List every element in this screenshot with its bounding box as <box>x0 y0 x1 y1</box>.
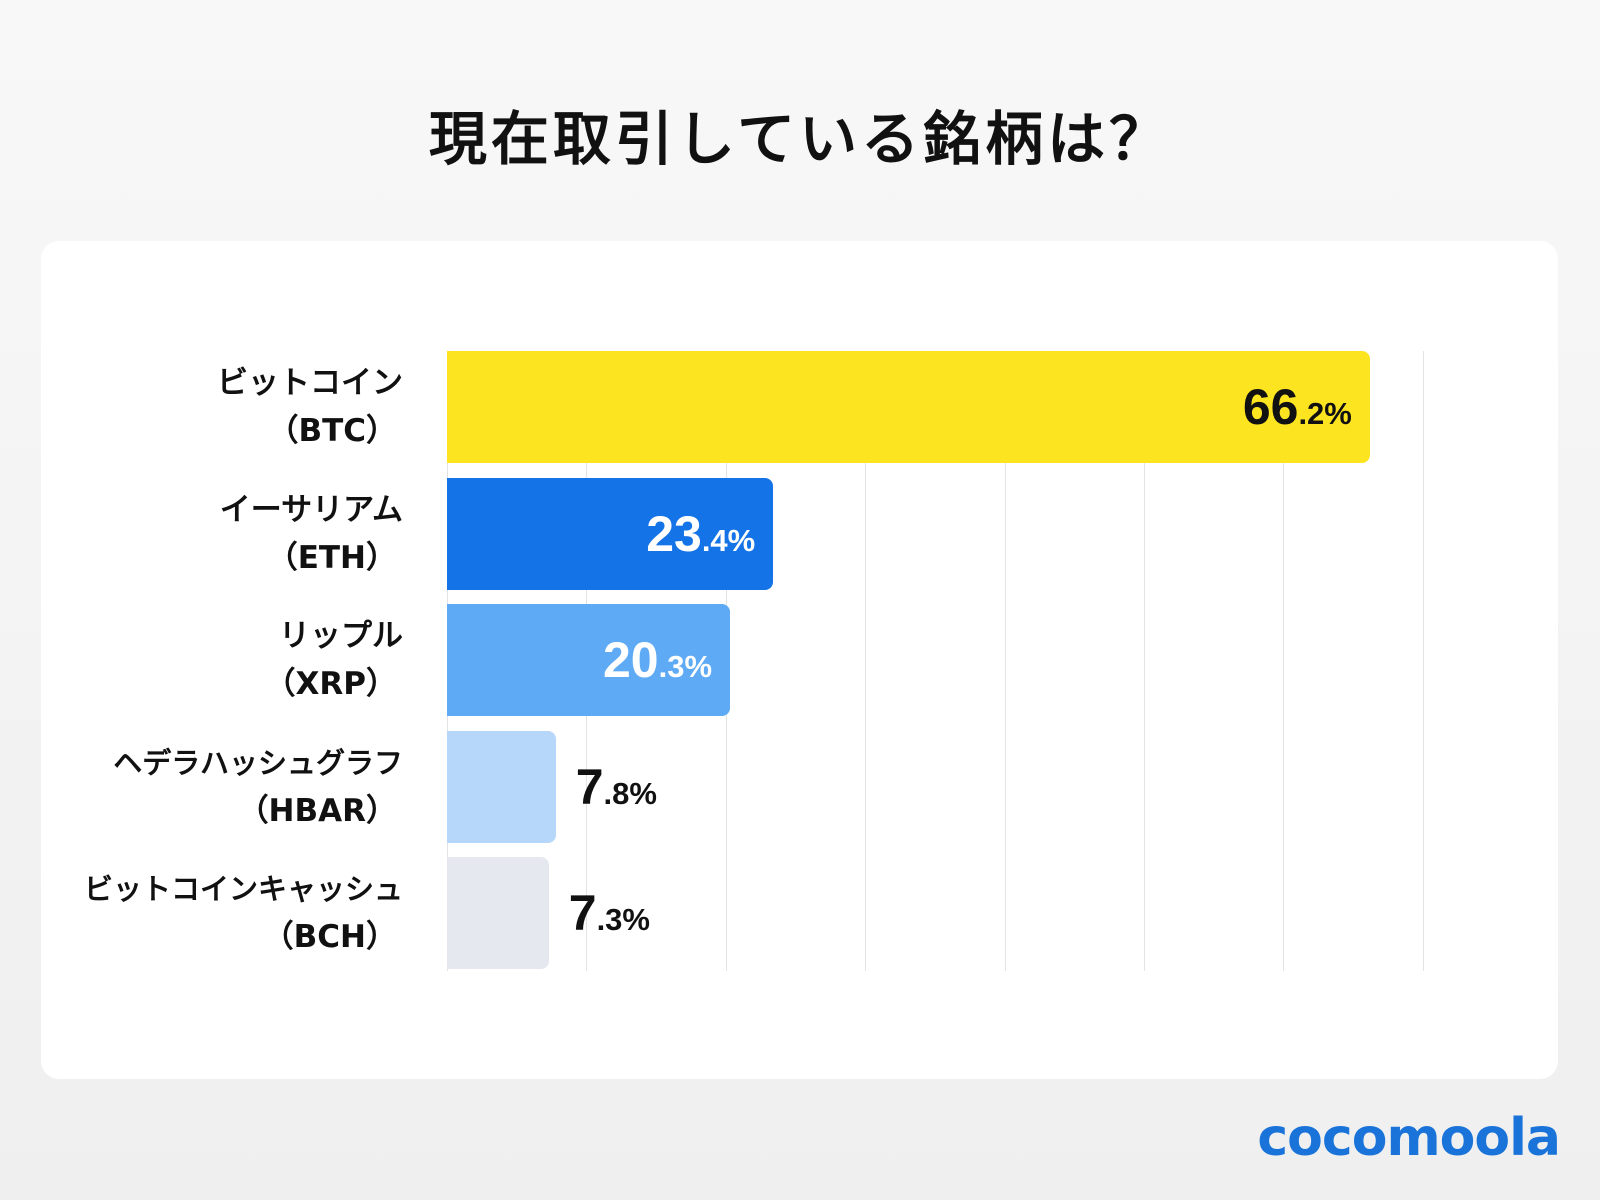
category-label: ヘデラハッシュグラフ （HBAR） <box>3 739 403 835</box>
bar <box>447 730 556 843</box>
gridline <box>1283 351 1285 971</box>
category-label: イーサリアム （ETH） <box>3 486 403 582</box>
bar <box>447 477 774 590</box>
gridline <box>1422 351 1424 971</box>
gridline <box>1144 351 1145 971</box>
category-name: イーサリアム <box>219 491 403 528</box>
gridline <box>1004 351 1006 971</box>
data-label: 20.3% <box>602 632 713 688</box>
data-label: 7.8% <box>575 758 657 815</box>
category-ticker: （ETH） <box>266 539 397 576</box>
data-label: 23.4% <box>646 505 756 562</box>
category-ticker: （XRP） <box>264 666 398 702</box>
category-name: ヘデラハッシュグラフ <box>113 745 403 780</box>
data-label: 66.2% <box>1242 379 1352 435</box>
category-ticker: （HBAR） <box>237 792 397 829</box>
category-name: ビットコイン <box>217 365 403 401</box>
category-name: リップル <box>279 618 403 654</box>
category-label: リップル （XRP） <box>3 612 404 708</box>
bar <box>447 351 1370 463</box>
cocomoola-logo: cocomoola <box>1257 1108 1561 1168</box>
category-ticker: （BCH） <box>262 919 397 955</box>
category-label: ビットコインキャッシュ （BCH） <box>3 865 403 961</box>
bar <box>447 604 730 716</box>
data-label: 7.3% <box>568 885 650 941</box>
chart-title: 現在取引している銘柄は？ <box>428 105 1172 173</box>
category-ticker: （BTC） <box>267 413 397 449</box>
bar <box>447 857 549 969</box>
gridline <box>865 351 867 971</box>
category-name: ビットコインキャッシュ <box>83 872 403 906</box>
category-label: ビットコイン （BTC） <box>3 359 403 455</box>
